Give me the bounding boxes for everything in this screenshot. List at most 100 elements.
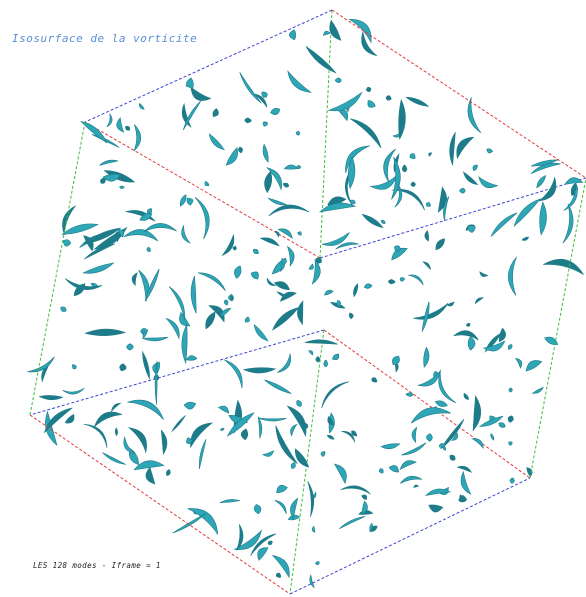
- vortex-tube: [94, 411, 123, 428]
- vortex-tube: [308, 350, 314, 356]
- cube-edge: [84, 9, 333, 123]
- vortex-tube: [240, 428, 249, 441]
- vortex-tube: [290, 423, 298, 437]
- vortex-tube: [340, 485, 371, 495]
- vortex-tube: [361, 213, 384, 229]
- vortex-tube: [253, 504, 262, 515]
- vortex-tube: [486, 148, 494, 154]
- vortex-tube: [114, 427, 118, 437]
- vortex-tube: [267, 540, 273, 545]
- vortex-tube: [223, 299, 229, 306]
- vortex-tube: [166, 469, 171, 477]
- vortex-tube: [451, 432, 459, 441]
- vortex-tube: [521, 236, 530, 241]
- vortex-tube: [204, 181, 210, 187]
- vortex-tube: [426, 202, 431, 207]
- vortex-tube: [90, 282, 98, 287]
- vortex-tube: [276, 484, 288, 494]
- vortex-tube: [543, 258, 584, 275]
- vortex-tube: [181, 225, 191, 244]
- vortex-tube: [139, 103, 145, 110]
- vortex-tube: [295, 130, 301, 136]
- cube-edge: [319, 9, 333, 259]
- vortex-tube: [259, 237, 280, 247]
- vortex-tube: [233, 529, 262, 550]
- vortex-tube: [288, 29, 297, 41]
- vortex-tube: [388, 465, 400, 473]
- vortex-tube: [127, 399, 164, 420]
- vortex-tube: [508, 387, 513, 393]
- vortex-tube: [264, 379, 292, 394]
- vortex-tube: [479, 271, 489, 277]
- vortex-tube: [438, 369, 457, 404]
- vortex-tube: [380, 443, 401, 450]
- vortex-tube: [267, 197, 288, 206]
- vortex-tube: [262, 121, 268, 127]
- vortex-tube: [423, 346, 430, 368]
- vortex-tube: [380, 220, 386, 224]
- vortex-tube: [187, 508, 219, 535]
- vortex-tube: [62, 239, 72, 247]
- simulation-caption: LES 128 modes - Iframe = 1: [33, 561, 161, 570]
- vortex-tube: [219, 307, 232, 318]
- vortex-tube: [111, 402, 122, 413]
- vortex-tube: [399, 460, 417, 470]
- vortex-tube: [186, 77, 194, 90]
- vortex-tube: [544, 336, 559, 345]
- vortex-tube: [244, 117, 252, 124]
- vortex-tube: [410, 407, 451, 424]
- cube-edge: [323, 329, 531, 479]
- vortex-tube: [119, 185, 125, 189]
- vortex-tube: [471, 438, 484, 450]
- vortex-tube: [394, 245, 401, 252]
- vortex-tube: [224, 359, 243, 389]
- vortex-tube: [513, 198, 542, 228]
- vortex-tube: [262, 143, 269, 163]
- vortex-tube: [456, 136, 475, 160]
- vortex-tube: [273, 281, 290, 291]
- vortex-tube: [348, 312, 354, 320]
- vortex-tube: [320, 451, 326, 458]
- vortex-tube: [127, 427, 147, 454]
- vortex-tube: [413, 302, 449, 320]
- vortex-tube: [181, 323, 188, 365]
- vortex-tube: [264, 170, 273, 194]
- vortex-tube: [323, 359, 329, 368]
- vortex-tube: [172, 512, 207, 534]
- vortex-tube: [440, 418, 465, 450]
- vortex-tube: [102, 173, 121, 182]
- vortex-tube: [311, 525, 316, 533]
- vortex-tube: [268, 204, 310, 217]
- vortex-tube: [123, 229, 159, 242]
- vortex-tube: [146, 246, 151, 253]
- vortex-tube: [82, 227, 122, 245]
- vortex-tube: [478, 415, 504, 427]
- vortex-tube: [472, 164, 478, 172]
- vortex-tube: [274, 230, 280, 238]
- cube-edge: [29, 329, 325, 416]
- vortex-tube: [277, 228, 293, 239]
- vortex-tube: [279, 291, 297, 302]
- vortex-tube: [530, 162, 561, 175]
- vortex-tube: [348, 18, 372, 44]
- vortex-tube: [347, 156, 356, 190]
- vortex-tube: [295, 165, 302, 170]
- vortex-tube: [428, 504, 444, 513]
- vortex-tube: [490, 433, 495, 441]
- vortex-tube: [282, 182, 289, 188]
- vortex-tube: [537, 176, 557, 202]
- vortex-tube: [321, 232, 350, 246]
- vortex-tube: [226, 412, 255, 437]
- vortex-tube: [315, 561, 320, 566]
- vortex-tube: [318, 202, 357, 213]
- vortex-tube: [490, 212, 518, 237]
- vorticity-isosurface-blobs: [27, 18, 584, 589]
- vortex-tube: [446, 301, 455, 307]
- vortex-tube: [399, 277, 405, 282]
- vortex-tube: [190, 86, 212, 101]
- vortex-tube: [507, 415, 514, 423]
- vortex-tube: [266, 167, 282, 191]
- cube-edge: [529, 177, 586, 479]
- vortex-tube: [472, 395, 482, 432]
